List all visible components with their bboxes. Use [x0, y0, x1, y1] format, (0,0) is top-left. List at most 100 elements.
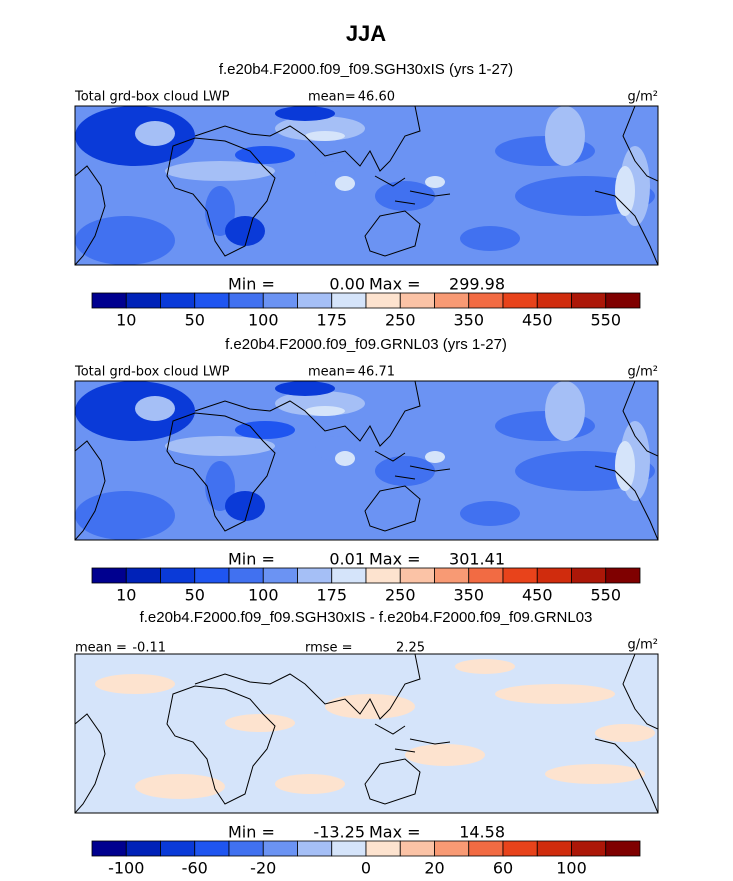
field-label: Total grd-box cloud LWP [74, 90, 230, 105]
colorbar-box [434, 840, 470, 857]
colorbar-label: 250 [385, 311, 416, 330]
map-contour [615, 441, 635, 491]
colorbar-box [160, 840, 196, 857]
colorbar-label: 100 [248, 311, 279, 330]
colorbar-box [571, 567, 607, 584]
colorbar-label: 350 [453, 311, 484, 330]
colorbar-box [536, 292, 572, 309]
map [75, 654, 658, 813]
map-contour [325, 694, 415, 719]
map-frame [74, 380, 659, 541]
colorbar-label: 450 [522, 311, 553, 330]
colorbar-box [399, 567, 435, 584]
coastline [622, 381, 658, 457]
coastline [166, 685, 276, 805]
max-value: 299.98 [449, 275, 505, 294]
max-label: Max = [369, 823, 421, 842]
map-contour [405, 744, 485, 766]
map-contour [205, 461, 235, 511]
colorbar-box [297, 840, 333, 857]
mean-value: 46.60 [358, 90, 395, 105]
colorbar-label: 550 [590, 311, 621, 330]
colorbar-box [331, 567, 367, 584]
map-contour [135, 396, 175, 421]
colorbar-label: 175 [316, 311, 347, 330]
colorbar-label: 100 [248, 586, 279, 605]
map-contour [135, 121, 175, 146]
panel-subtitle: f.e20b4.F2000.f09_f09.GRNL03 (yrs 1-27) [225, 336, 507, 353]
map-contour [335, 176, 355, 191]
map-contour [305, 131, 345, 141]
map-contour [545, 106, 585, 166]
colorbar-box [331, 840, 367, 857]
colorbar-label: 100 [556, 859, 587, 878]
colorbar-label: -20 [250, 859, 276, 878]
colorbar-label: 450 [522, 586, 553, 605]
colorbar-box [297, 567, 333, 584]
map-contour [75, 216, 175, 265]
min-label: Min = [228, 823, 275, 842]
colorbar-box [125, 567, 161, 584]
colorbar-box [571, 840, 607, 857]
coastline [594, 738, 658, 813]
min-value: -13.25 [313, 823, 365, 842]
colorbar-box [228, 840, 264, 857]
coastline [75, 713, 106, 813]
max-label: Max = [369, 275, 421, 294]
coastline [364, 210, 421, 257]
map-contour [165, 161, 275, 181]
mean-value: -0.11 [132, 641, 166, 656]
map-contour [75, 381, 195, 441]
colorbar-box [399, 292, 435, 309]
colorbar-box [571, 292, 607, 309]
colorbar-box [434, 567, 470, 584]
map-contour [275, 381, 335, 396]
colorbar-box [605, 292, 641, 309]
min-value: 0.01 [329, 550, 365, 569]
map-contour [545, 764, 645, 784]
colorbar-box [536, 840, 572, 857]
colorbar-label: 550 [590, 586, 621, 605]
colorbar-box [194, 567, 230, 584]
colorbar-box [228, 292, 264, 309]
colorbar-box [605, 840, 641, 857]
map-contour [165, 436, 275, 456]
coastline [622, 654, 658, 730]
colorbar-box [399, 840, 435, 857]
colorbar-label: 250 [385, 586, 416, 605]
max-label: Max = [369, 550, 421, 569]
colorbar-box [160, 567, 196, 584]
map-contour [425, 451, 445, 463]
coastline [374, 723, 451, 753]
units-label: g/m² [627, 638, 658, 653]
colorbar-box [194, 292, 230, 309]
coastline [194, 654, 421, 720]
coastline [622, 106, 658, 182]
coastline [364, 758, 421, 805]
coastline [75, 440, 106, 540]
coastline [374, 175, 451, 205]
map-contour [75, 491, 175, 540]
map-contour [275, 106, 335, 121]
colorbar-box [502, 567, 538, 584]
panel-subtitle: f.e20b4.F2000.f09_f09.SGH30xIS (yrs 1-27… [219, 61, 513, 78]
map-contour [460, 501, 520, 526]
colorbar-label: -100 [108, 859, 144, 878]
colorbar-box [194, 840, 230, 857]
panel-subtitle: f.e20b4.F2000.f09_f09.SGH30xIS - f.e20b4… [140, 609, 593, 626]
coastline [364, 485, 421, 532]
map-contour [225, 491, 265, 521]
coastline [594, 465, 658, 540]
map [75, 106, 658, 265]
colorbar-box [262, 840, 298, 857]
mean-value: 46.71 [358, 365, 395, 380]
colorbar-label: 10 [116, 586, 136, 605]
rmse-value: 2.25 [396, 641, 425, 656]
map-contour [545, 381, 585, 441]
panel: f.e20b4.F2000.f09_f09.GRNL03 (yrs 1-27) T… [74, 336, 659, 605]
coastline [594, 190, 658, 265]
map-contour [495, 684, 615, 704]
map-contour [225, 714, 295, 732]
map-contour [375, 456, 435, 486]
coastline [374, 450, 451, 480]
